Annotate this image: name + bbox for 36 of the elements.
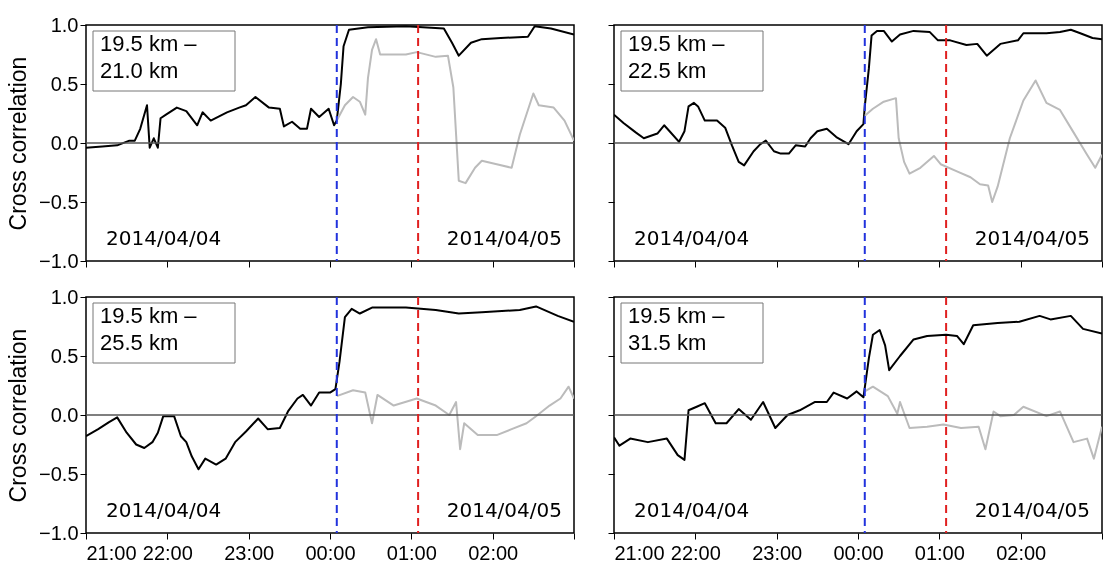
annotation: 2014/04/04 xyxy=(106,498,222,522)
y-tick-label: −1.0 xyxy=(39,521,79,544)
text: 19.5 km – 31.5 km xyxy=(628,303,726,355)
x-tick-label: 21:00 xyxy=(86,541,137,564)
y-axis-title: Cross correlation xyxy=(5,328,32,503)
y-tick-label: −1.0 xyxy=(39,249,79,272)
text: 19.5 km – 21.0 km xyxy=(100,31,198,83)
y-tick-label: −0.5 xyxy=(39,190,79,213)
x-tick-label: 21:00 xyxy=(614,541,665,564)
y-tick-label: 0.0 xyxy=(50,131,79,154)
annotation: 2014/04/04 xyxy=(634,226,750,250)
y-tick-label: 0.5 xyxy=(50,344,79,367)
x-tick-label: 00:00 xyxy=(833,541,884,564)
y-tick-label: 0.0 xyxy=(50,403,79,426)
x-tick-label: 22:00 xyxy=(142,541,193,564)
y-tick-label: 1.0 xyxy=(50,285,79,308)
x-tick-label: 01:00 xyxy=(914,541,965,564)
annotation: 2014/04/04 xyxy=(634,498,750,522)
x-tick-label: 22:00 xyxy=(670,541,721,564)
text: 19.5 km – 22.5 km xyxy=(628,31,726,83)
y-tick-label: −0.5 xyxy=(39,462,79,485)
annotation: 2014/04/05 xyxy=(446,498,562,522)
annotation: 2014/04/04 xyxy=(106,226,222,250)
y-tick-label: 1.0 xyxy=(50,13,79,36)
annotation: 2014/04/05 xyxy=(446,226,562,250)
annotation: 2014/04/05 xyxy=(974,226,1090,250)
x-tick-label: 01:00 xyxy=(386,541,437,564)
y-axis-title: Cross correlation xyxy=(5,56,32,231)
text: 19.5 km – 25.5 km xyxy=(100,303,198,355)
x-tick-label: 00:00 xyxy=(305,541,356,564)
y-tick-label: 0.5 xyxy=(50,72,79,95)
x-tick-label: 23:00 xyxy=(752,541,803,564)
x-tick-label: 23:00 xyxy=(224,541,275,564)
annotation: 2014/04/05 xyxy=(974,498,1090,522)
x-tick-label: 02:00 xyxy=(996,541,1047,564)
x-tick-label: 02:00 xyxy=(468,541,519,564)
